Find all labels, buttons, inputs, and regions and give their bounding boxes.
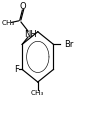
Text: NH: NH	[24, 29, 37, 38]
Text: F: F	[14, 65, 19, 74]
Text: Br: Br	[64, 40, 73, 49]
Text: CH₃: CH₃	[31, 90, 44, 96]
Text: CH₃: CH₃	[2, 20, 15, 26]
Text: O: O	[20, 2, 26, 11]
